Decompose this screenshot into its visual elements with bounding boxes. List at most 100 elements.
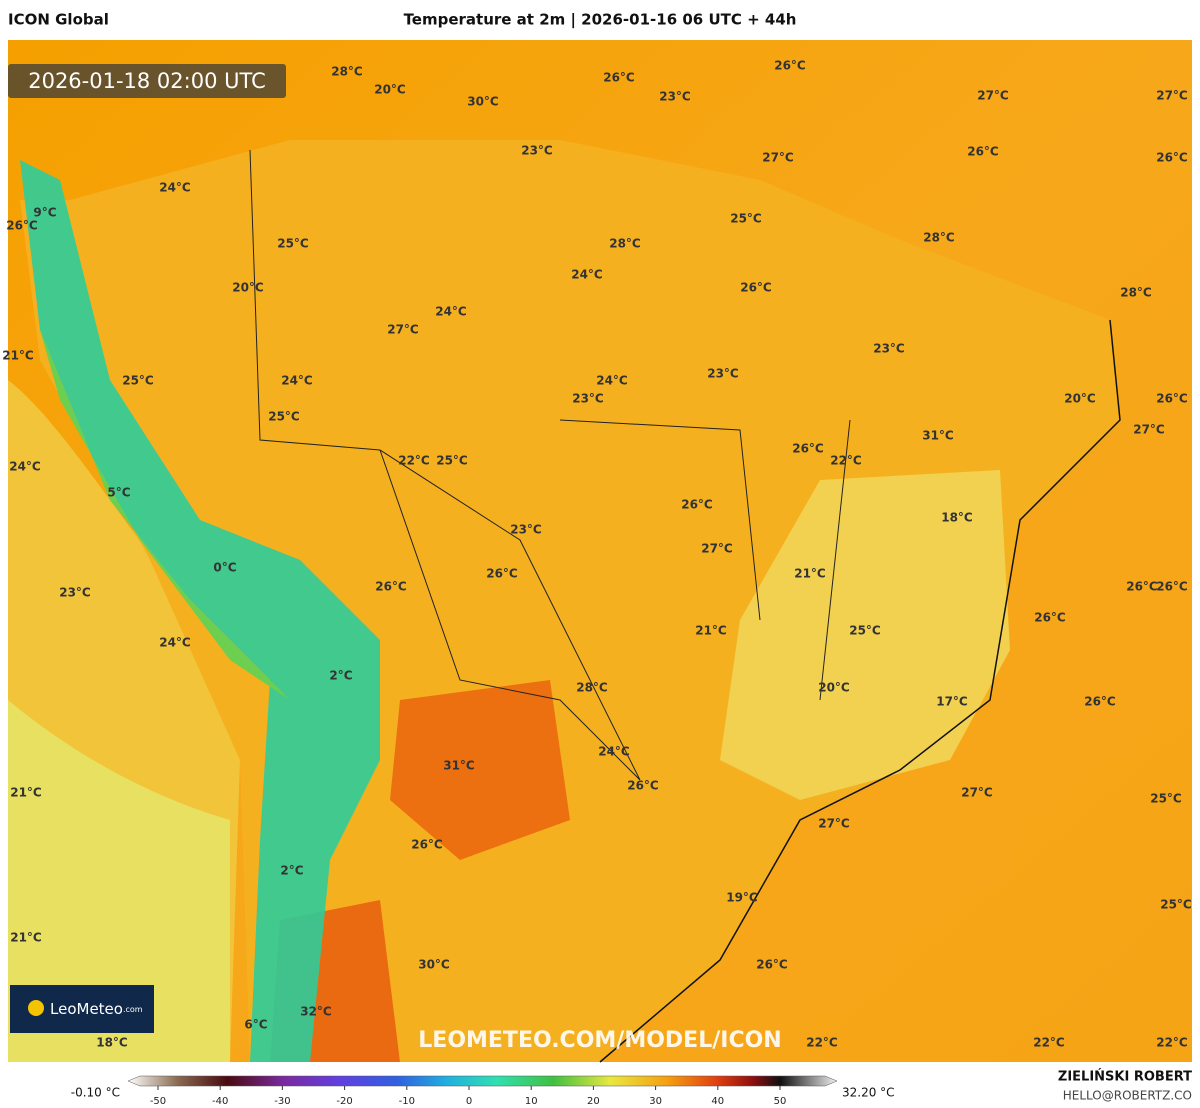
temperature-label: 25°C (730, 212, 762, 226)
temperature-label: 28°C (576, 681, 608, 695)
temperature-label: 21°C (10, 931, 42, 945)
header-title: Temperature at 2m | 2026-01-16 06 UTC + … (404, 11, 797, 30)
temperature-label: 27°C (977, 89, 1009, 103)
temperature-label: 26°C (411, 838, 443, 852)
temperature-label: 25°C (436, 454, 468, 468)
temperature-label: 30°C (467, 95, 499, 109)
temperature-label: 20°C (232, 281, 264, 295)
colorbar-max: 32.20 °C (842, 1086, 895, 1100)
coastline (599, 319, 1121, 1063)
temperature-label: 26°C (792, 442, 824, 456)
temperature-label: 6°C (244, 1018, 267, 1032)
temperature-label: 26°C (1084, 695, 1116, 709)
temperature-label: 31°C (922, 429, 954, 443)
temperature-label: 28°C (609, 237, 641, 251)
temperature-label: 26°C (756, 958, 788, 972)
temperature-label: 0°C (213, 561, 236, 575)
colorbar-tick-label: -50 (150, 1096, 166, 1107)
temperature-label: 22°C (1033, 1036, 1065, 1050)
temperature-label: 25°C (849, 624, 881, 638)
temperature-label: 26°C (681, 498, 713, 512)
colorbar-min: -0.10 °C (71, 1086, 120, 1100)
temperature-label: 22°C (830, 454, 862, 468)
temperature-label: 27°C (1156, 89, 1188, 103)
temperature-label: 24°C (281, 374, 313, 388)
temperature-label: 23°C (572, 392, 604, 406)
temperature-label: 24°C (159, 636, 191, 650)
colorbar-tick-label: 40 (711, 1096, 724, 1107)
temperature-label: 9°C (33, 206, 56, 220)
temperature-label: 26°C (1156, 151, 1188, 165)
colorbar-tick-label: -40 (212, 1096, 228, 1107)
andes (20, 160, 380, 1062)
temperature-label: 2°C (280, 864, 303, 878)
temperature-label: 26°C (967, 145, 999, 159)
timestamp: 2026-01-18 02:00 UTC (28, 69, 266, 93)
temperature-label: 22°C (806, 1036, 838, 1050)
temperature-label: 24°C (571, 268, 603, 282)
temperature-label: 28°C (331, 65, 363, 79)
temperature-label: 26°C (1034, 611, 1066, 625)
temperature-label: 27°C (762, 151, 794, 165)
temperature-label: 26°C (486, 567, 518, 581)
temperature-label: 26°C (740, 281, 772, 295)
temperature-label: 18°C (96, 1036, 128, 1050)
temperature-label: 5°C (107, 486, 130, 500)
temperature-label: 21°C (794, 567, 826, 581)
temperature-label: 23°C (521, 144, 553, 158)
author: ZIELIŃSKI ROBERT (1058, 1069, 1192, 1085)
temperature-label: 24°C (596, 374, 628, 388)
temperature-label: 21°C (2, 349, 34, 363)
temperature-label: 26°C (1126, 580, 1158, 594)
logo-name: LeoMeteo (50, 1000, 123, 1018)
temperature-label: 20°C (1064, 392, 1096, 406)
colorbar-tick-label: -10 (399, 1096, 415, 1107)
temperature-label: 31°C (443, 759, 475, 773)
temperature-label: 30°C (418, 958, 450, 972)
temperature-label: 25°C (1160, 898, 1192, 912)
temperature-label: 21°C (695, 624, 727, 638)
header-left: ICON Global (8, 11, 109, 29)
southeast-mild (720, 470, 1010, 800)
temperature-label: 2°C (329, 669, 352, 683)
temperature-label: 26°C (375, 580, 407, 594)
temperature-label: 27°C (818, 817, 850, 831)
colorbar-tick-label: -30 (274, 1096, 290, 1107)
email: HELLO@ROBERTZ.CO (1063, 1089, 1192, 1103)
temperature-label: 23°C (873, 342, 905, 356)
temperature-label: 18°C (941, 511, 973, 525)
colorbar (127, 1075, 838, 1087)
temperature-label: 26°C (6, 219, 38, 233)
temperature-label: 19°C (726, 891, 758, 905)
pacific-cold (8, 700, 230, 1062)
temperature-label: 26°C (1156, 392, 1188, 406)
temperature-label: 22°C (1156, 1036, 1188, 1050)
temperature-label: 27°C (701, 542, 733, 556)
temperature-label: 26°C (627, 779, 659, 793)
temperature-label: 26°C (774, 59, 806, 73)
temperature-label: 24°C (9, 460, 41, 474)
timestamp-box (8, 64, 286, 98)
temperature-label: 22°C (398, 454, 430, 468)
logo-suffix: .com (123, 1005, 143, 1014)
colorbar-tick-label: 20 (587, 1096, 600, 1107)
temperature-label: 24°C (598, 745, 630, 759)
temperature-label: 28°C (1120, 286, 1152, 300)
temperature-label: 23°C (659, 90, 691, 104)
colorbar-tick-label: 30 (649, 1096, 662, 1107)
colorbar-tick-label: 0 (466, 1096, 472, 1107)
temperature-label: 24°C (159, 181, 191, 195)
temperature-label: 25°C (122, 374, 154, 388)
temperature-label: 20°C (374, 83, 406, 97)
temperature-label: 23°C (510, 523, 542, 537)
temperature-label: 23°C (59, 586, 91, 600)
chaco-hot (390, 680, 570, 860)
temperature-label: 28°C (923, 231, 955, 245)
map (8, 40, 1192, 1063)
temperature-label: 25°C (268, 410, 300, 424)
watermark: LEOMETEO.COM/MODEL/ICON (418, 1028, 781, 1053)
logo-sun (28, 1000, 44, 1016)
temperature-label: 27°C (961, 786, 993, 800)
temperature-label: 25°C (277, 237, 309, 251)
